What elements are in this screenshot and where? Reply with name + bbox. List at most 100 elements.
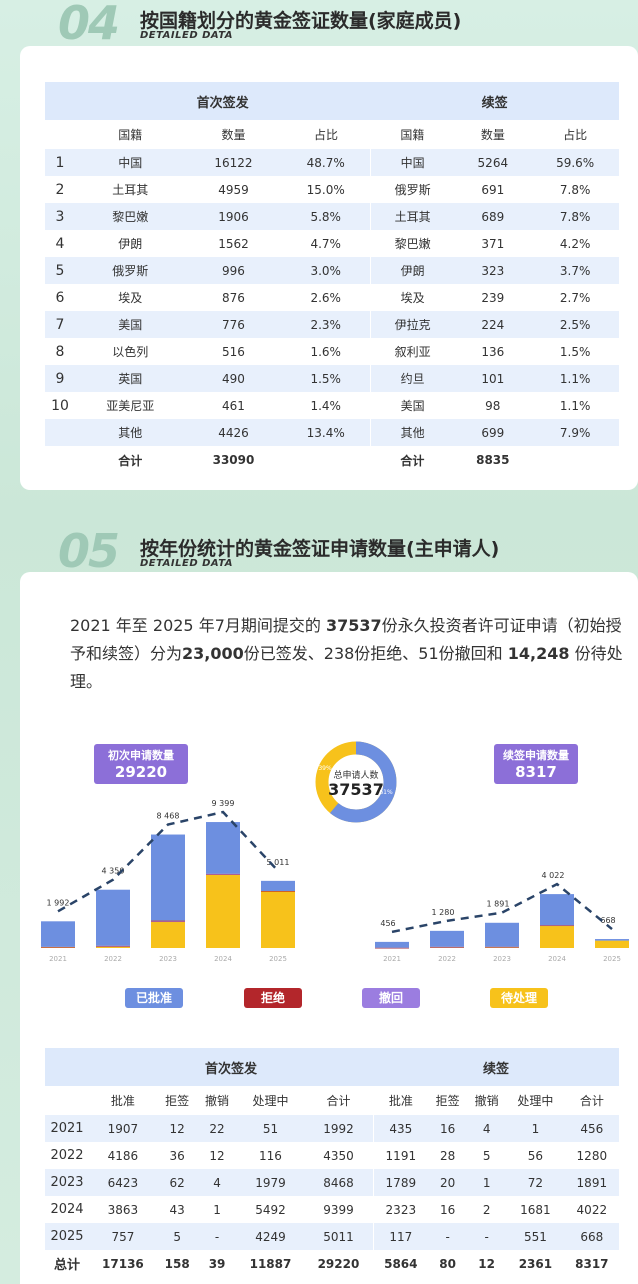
first-bar-拒绝 — [151, 920, 185, 922]
value-cell: 62 — [156, 1169, 198, 1196]
value-cell: 4 — [197, 1169, 237, 1196]
section4-header: 04 按国籍划分的黄金签证数量(家庭成员) DETAILED DATA — [0, 0, 638, 50]
first-tick-label: 2025 — [269, 955, 287, 963]
value-cell: 4022 — [576, 1202, 608, 1217]
first-total-label: 9 399 — [212, 799, 235, 808]
country-cell: 中国 — [75, 149, 186, 176]
count-cell: 699 — [454, 419, 532, 446]
country-cell: 俄罗斯 — [75, 257, 186, 284]
country-cell: 伊拉克 — [369, 311, 455, 338]
renew-bar-拒绝 — [540, 925, 574, 926]
country-cell: 美国 — [75, 311, 186, 338]
value-cell: 6423 — [89, 1169, 157, 1196]
value-cell: 16 — [439, 1202, 456, 1217]
section4-title: 按国籍划分的黄金签证数量(家庭成员) — [140, 10, 462, 32]
rank-cell: 2 — [55, 181, 65, 198]
total-label: 合计 — [118, 453, 143, 468]
renewal-applications-badge: 续签申请数量 8317 — [494, 744, 578, 784]
donut-pct-renewal: 39% — [318, 765, 332, 772]
rank-cell: 4 — [55, 235, 65, 252]
nationality-row: 9 英国 490 1.5% 约旦 101 1.1% — [45, 365, 619, 392]
count-cell: 98 — [485, 398, 501, 413]
country-cell: 埃及 — [369, 284, 455, 311]
renewal-header: 续签 — [373, 1048, 619, 1086]
badge-label: 续签申请数量 — [503, 749, 569, 762]
share-cell: 7.8% — [531, 203, 619, 230]
share-cell: 13.4% — [281, 419, 371, 446]
country-cell: 伊朗 — [118, 237, 143, 251]
value-cell: 1 — [467, 1169, 507, 1196]
share-cell: 1.5% — [559, 344, 591, 359]
value-cell: 551 — [506, 1223, 565, 1250]
rank-cell — [45, 419, 75, 446]
nationality-row: 3 黎巴嫩 1906 5.8% 土耳其 689 7.8% — [45, 203, 619, 230]
rank-cell: 6 — [55, 289, 65, 306]
value-cell: 1907 — [89, 1115, 157, 1142]
rank-cell: 5 — [45, 257, 75, 284]
nationality-row: 6 埃及 876 2.6% 埃及 239 2.7% — [45, 284, 619, 311]
col-header: 合计 — [326, 1094, 351, 1108]
section5-number: 05 — [58, 524, 120, 578]
renew-total-label: 1 891 — [487, 900, 510, 909]
renew-bar-已批准 — [430, 930, 464, 947]
nationality-row: 7 美国 776 2.3% 伊拉克 224 2.5% — [45, 311, 619, 338]
value-cell: 3863 — [107, 1202, 139, 1217]
first-bar-待处理 — [261, 891, 295, 948]
renew-total-label: 456 — [380, 919, 395, 928]
legend-rejected: 拒绝 — [244, 988, 302, 1008]
share-cell: 2.6% — [310, 290, 341, 305]
first-bar-已批准 — [151, 834, 185, 921]
total-cell: 11887 — [249, 1256, 292, 1271]
rank-cell: 8 — [55, 343, 65, 360]
count-cell: 461 — [222, 398, 245, 413]
first-applications-badge: 初次申请数量 29220 — [94, 744, 188, 784]
value-cell: 757 — [89, 1223, 157, 1250]
value-cell: 456 — [564, 1115, 619, 1142]
first-bar-拒绝 — [96, 945, 130, 947]
intro-text: 份永久投资者许可证申请（初始授予和续签）分为 — [70, 616, 622, 663]
value-cell: 1191 — [372, 1142, 429, 1169]
first-bar-已批准 — [261, 880, 295, 891]
country-cell: 约旦 — [369, 365, 455, 392]
year-cell: 2021 — [45, 1115, 89, 1142]
count-cell: 224 — [454, 311, 532, 338]
count-cell: 101 — [454, 365, 532, 392]
first-bar-撤回 — [151, 921, 185, 923]
year-cell: 2024 — [50, 1202, 84, 1217]
col-header: 占比 — [313, 128, 338, 142]
country-cell: 伊朗 — [369, 257, 455, 284]
value-cell: 2 — [482, 1202, 491, 1217]
value-cell: 5 — [482, 1148, 491, 1163]
country-cell: 黎巴嫩 — [75, 203, 186, 230]
col-header: 处理中 — [517, 1094, 554, 1108]
col-header: 国籍 — [400, 128, 425, 142]
country-cell: 土耳其 — [369, 203, 455, 230]
value-cell: 56 — [527, 1148, 544, 1163]
intro-highlight: 23,000 — [182, 644, 244, 663]
renew-trend-line — [391, 882, 613, 934]
col-header: 占比 — [563, 128, 588, 142]
count-cell: 776 — [185, 311, 282, 338]
first-bar-拒绝 — [261, 890, 295, 892]
total-cell: 29220 — [317, 1256, 360, 1271]
first-tick-label: 2021 — [49, 955, 67, 963]
intro-text: 份待处理。 — [70, 644, 623, 691]
intro-text: 2021 年至 2025 年7月期间提交的 — [70, 616, 326, 635]
first-bar-已批准 — [206, 822, 240, 874]
donut-value: 37537 — [328, 780, 384, 799]
renew-bar-拒绝 — [375, 947, 409, 949]
share-cell: 4.7% — [310, 236, 341, 251]
value-cell: 8468 — [304, 1169, 374, 1196]
first-total-label: 4 350 — [102, 867, 125, 876]
renew-tick-label: 2021 — [383, 955, 401, 963]
donut-label: 总申请人数 — [333, 769, 378, 781]
renew-bar-待处理 — [595, 940, 629, 948]
value-cell: 4350 — [323, 1148, 354, 1163]
first-bar-撤回 — [206, 874, 240, 875]
renew-bar-已批准 — [375, 941, 409, 948]
year-row: 2022 4186 36 12 116 4350 1191 28 5 56 1280 — [45, 1142, 619, 1169]
count-cell: 323 — [454, 257, 532, 284]
share-cell: 3.0% — [281, 257, 371, 284]
country-cell: 以色列 — [112, 345, 149, 359]
total-row: 总计 17136 158 39 11887 29220 5864 80 12 2361 8317 — [45, 1250, 619, 1277]
